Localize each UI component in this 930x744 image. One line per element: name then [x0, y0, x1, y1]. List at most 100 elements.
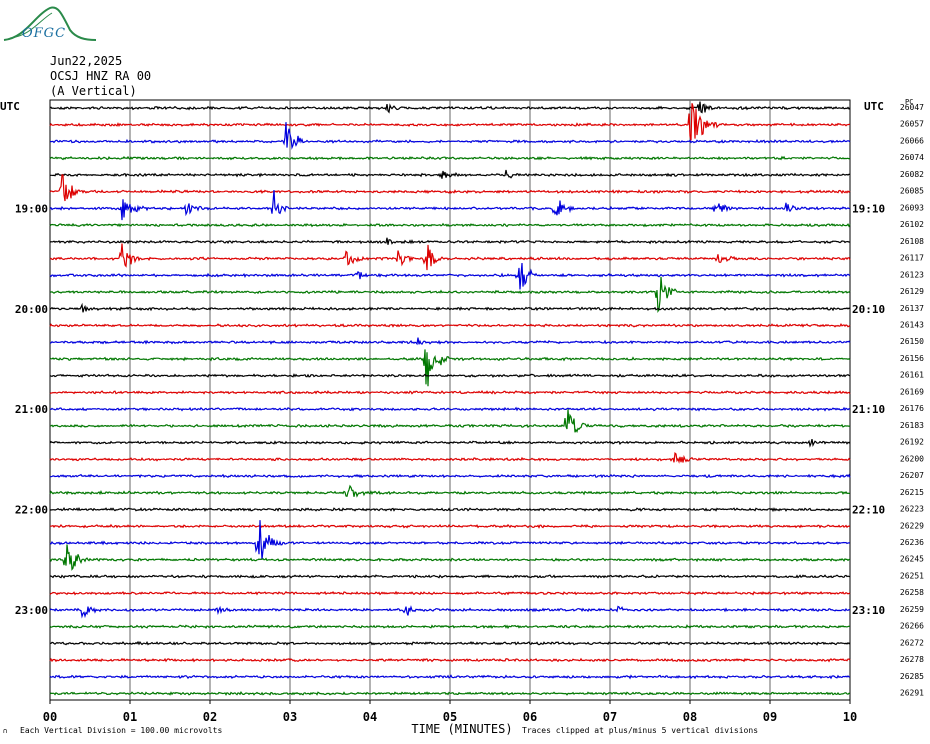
hour-label-left: 22:00 — [15, 504, 48, 517]
trace-line — [49, 523, 851, 529]
trace-value-label: 26272 — [900, 638, 924, 647]
trace-line — [49, 174, 851, 202]
x-tick-label: 05 — [443, 710, 457, 724]
left-tz-label: UTC — [0, 100, 20, 113]
trace-value-label: 26057 — [900, 120, 924, 129]
trace-line — [49, 390, 851, 395]
trace-line — [49, 243, 851, 271]
right-top-label: PC — [905, 98, 913, 106]
trace-line — [49, 302, 851, 313]
right-tz-label: UTC — [864, 100, 884, 113]
trace-value-label: 26093 — [900, 203, 924, 212]
trace-line — [49, 103, 851, 141]
trace-line — [49, 691, 851, 696]
trace-value-label: 26085 — [900, 187, 924, 196]
trace-line — [49, 169, 851, 179]
hour-label-right: 20:10 — [852, 303, 885, 316]
trace-value-label: 26266 — [900, 622, 924, 631]
x-tick-label: 09 — [763, 710, 777, 724]
hour-label-right: 21:10 — [852, 403, 885, 416]
trace-line — [49, 520, 851, 560]
x-tick-label: 03 — [283, 710, 297, 724]
x-tick-label: 07 — [603, 710, 617, 724]
trace-line — [49, 484, 850, 498]
trace-line — [49, 624, 851, 630]
station-label: OCSJ HNZ RA 00 — [50, 69, 152, 83]
hour-label-right: 22:10 — [852, 504, 885, 517]
mountain-logo-icon — [3, 6, 97, 41]
component-label: (A Vertical) — [50, 84, 137, 98]
hour-label-left: 20:00 — [15, 303, 48, 316]
trace-value-label: 26192 — [900, 438, 924, 447]
trace-value-label: 26183 — [900, 421, 924, 430]
trace-line — [49, 438, 851, 448]
trace-value-label: 26285 — [900, 672, 924, 681]
x-axis-label: TIME (MINUTES) — [411, 722, 512, 736]
date-label: Jun22,2025 — [50, 54, 123, 68]
trace-line — [49, 605, 851, 619]
hour-label-right: 19:10 — [852, 202, 885, 215]
trace-line — [49, 349, 851, 387]
trace-line — [49, 674, 851, 680]
trace-line — [49, 189, 851, 221]
trace-value-label: 26066 — [900, 136, 924, 145]
trace-value-label: 26223 — [900, 505, 924, 514]
trace-line — [49, 574, 850, 579]
trace-value-label: 26207 — [900, 471, 924, 480]
trace-line — [49, 155, 851, 161]
logo-text: OFGC — [22, 26, 67, 41]
trace-value-label: 26215 — [900, 488, 924, 497]
trace-line — [49, 373, 851, 379]
trace-value-label: 26129 — [900, 287, 924, 296]
footer-clip-note: Traces clipped at plus/minus 5 vertical … — [522, 726, 758, 735]
trace-line — [49, 276, 851, 314]
trace-line — [49, 337, 851, 346]
x-tick-label: 02 — [203, 710, 217, 724]
trace-line — [49, 657, 851, 663]
trace-line — [49, 406, 851, 412]
trace-line — [49, 262, 851, 290]
trace-value-label: 26291 — [900, 689, 924, 698]
trace-line — [49, 507, 851, 513]
footer-division-note: Each Vertical Division = 100.00 microvol… — [20, 726, 222, 735]
footer-symbol-icon: ∩ — [3, 727, 7, 735]
trace-value-label: 26200 — [900, 454, 924, 463]
trace-line — [49, 590, 851, 596]
trace-value-label: 26169 — [900, 387, 924, 396]
trace-value-label: 26245 — [900, 555, 924, 564]
trace-line — [49, 640, 851, 646]
trace-value-label: 26161 — [900, 371, 924, 380]
trace-value-label: 26150 — [900, 337, 924, 346]
trace-value-label: 26117 — [900, 254, 924, 263]
trace-value-label: 26236 — [900, 538, 924, 547]
trace-value-label: 26143 — [900, 320, 924, 329]
x-tick-label: 00 — [43, 710, 57, 724]
hour-label-right: 23:10 — [852, 604, 885, 617]
trace-value-label: 26082 — [900, 170, 924, 179]
x-tick-label: 06 — [523, 710, 537, 724]
trace-value-label: 26258 — [900, 588, 924, 597]
trace-line — [50, 473, 851, 479]
trace-value-label: 26156 — [900, 354, 924, 363]
trace-line — [49, 222, 851, 228]
trace-value-label: 26074 — [900, 153, 924, 162]
trace-value-label: 26108 — [900, 237, 924, 246]
trace-value-label: 26259 — [900, 605, 924, 614]
x-tick-label: 04 — [363, 710, 377, 724]
x-tick-label: 08 — [683, 710, 697, 724]
trace-line — [49, 101, 851, 114]
trace-line — [49, 323, 851, 328]
trace-value-label: 26229 — [900, 521, 924, 530]
trace-line — [49, 544, 851, 571]
x-tick-label: 01 — [123, 710, 137, 724]
trace-line — [49, 237, 851, 245]
hour-label-left: 21:00 — [15, 403, 48, 416]
trace-value-label: 26102 — [900, 220, 924, 229]
trace-value-label: 26176 — [900, 404, 924, 413]
trace-value-label: 26278 — [900, 655, 924, 664]
trace-value-label: 26047 — [900, 103, 924, 112]
trace-value-label: 26251 — [900, 571, 924, 580]
trace-line — [49, 409, 851, 434]
hour-label-left: 23:00 — [15, 604, 48, 617]
